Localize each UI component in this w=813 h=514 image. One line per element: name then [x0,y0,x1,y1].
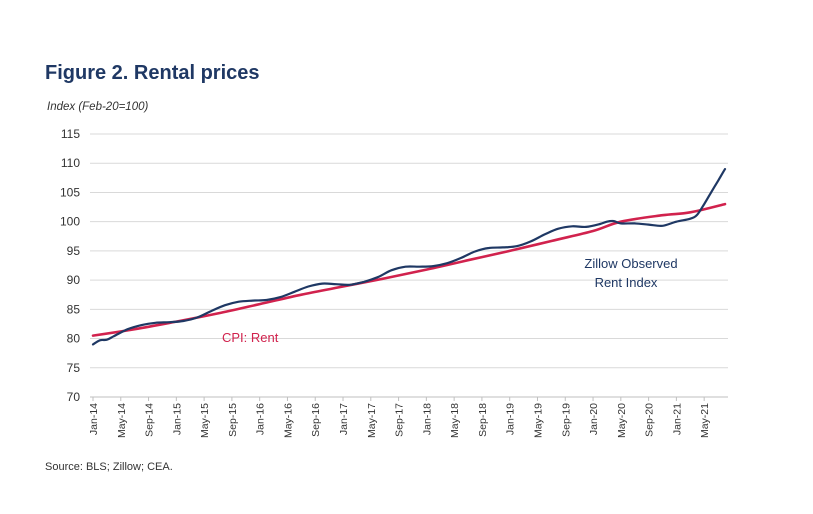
source-note: Source: BLS; Zillow; CEA. [45,461,173,473]
y-tick-label: 90 [67,273,81,287]
series-line-cpi-rent [91,202,727,337]
x-tick-label: Jan-14 [88,403,100,435]
y-tick-labels: 70 75 80 85 90 95 100 105 110 115 [60,127,80,404]
x-tick-label: May-21 [699,403,711,438]
x-tick-label: Sep-20 [644,403,656,437]
x-tick-label: May-20 [616,403,628,438]
y-tick-label: 95 [67,244,81,258]
y-tick-label: 105 [60,185,80,199]
x-tick-label: Sep-15 [227,403,239,437]
series-line-zillow [91,168,727,346]
x-tick-label: Sep-14 [144,403,156,437]
annotation-cpi: CPI: Rent [222,330,279,345]
x-tick-labels: Jan-14 May-14 Sep-14 Jan-15 May-15 Sep-15 Jan-… [88,397,711,438]
x-tick-label: Sep-17 [394,403,406,437]
series-lines [91,168,727,346]
x-tick-label: Jan-19 [505,403,517,435]
y-tick-label: 115 [61,127,80,141]
x-tick-label: Jan-17 [338,403,350,435]
figure-title: Figure 2. Rental prices [45,62,260,84]
y-tick-label: 80 [67,332,81,346]
x-tick-label: May-15 [199,403,211,438]
x-tick-label: Sep-18 [477,403,489,437]
x-tick-label: Jan-21 [671,403,683,435]
y-tick-label: 85 [67,302,81,316]
x-tick-label: Sep-16 [310,403,322,437]
y-tick-label: 100 [60,215,80,229]
annotations: Zillow Observed Rent Index CPI: Rent [222,256,678,345]
x-tick-label: May-19 [532,403,544,438]
x-tick-label: Jan-15 [171,403,183,435]
x-tick-label: Jan-16 [255,403,267,435]
annotation-zillow-line1: Zillow Observed [584,256,677,271]
x-tick-label: Jan-18 [421,403,433,435]
annotation-zillow-line2: Rent Index [595,275,658,290]
x-tick-label: May-16 [282,403,294,438]
y-axis-title: Index (Feb-20=100) [47,101,149,113]
x-tick-label: May-18 [449,403,461,438]
x-tick-label: Sep-19 [560,403,572,437]
x-tick-label: May-17 [366,403,378,438]
x-tick-label: Jan-20 [588,403,600,435]
x-tick-label: May-14 [116,403,128,438]
y-tick-label: 75 [67,361,81,375]
y-tick-label: 110 [61,156,80,170]
y-tick-label: 70 [67,390,81,404]
